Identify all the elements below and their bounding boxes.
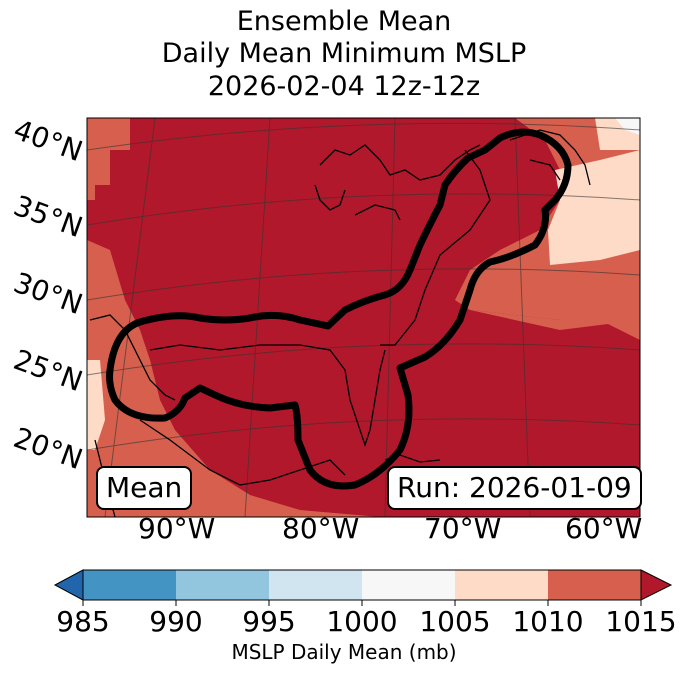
colorbar xyxy=(53,569,673,606)
mean-label-box: Mean xyxy=(96,466,193,510)
colorbar-tick-1010: 1010 xyxy=(512,605,584,638)
lon-label-90w: 90°W xyxy=(138,512,216,545)
map-frame xyxy=(86,117,641,518)
lon-label-70w: 70°W xyxy=(424,512,502,545)
pressure-region-northeast-pale xyxy=(548,150,640,265)
colorbar-tick-995: 995 xyxy=(242,605,296,638)
colorbar-tick-1000: 1000 xyxy=(326,605,398,638)
colorbar-bin-990-995 xyxy=(176,570,269,600)
pressure-region-east xyxy=(470,310,640,330)
pressure-region-west-pale xyxy=(87,360,105,450)
pressure-region-far-northeast-white xyxy=(615,118,640,135)
colorbar-extend-high xyxy=(640,569,673,601)
pressure-region-southwest xyxy=(87,240,380,517)
colorbar-bin-1000-1005 xyxy=(362,570,455,600)
colorbar-bin-1005-1010 xyxy=(455,570,548,600)
lon-label-80w: 80°W xyxy=(282,512,360,545)
pressure-contour-outline xyxy=(106,128,572,490)
colorbar-extend-low xyxy=(53,569,84,601)
title-line-3: 2026-02-04 12z-12z xyxy=(207,71,481,102)
colorbar-bin-995-1000 xyxy=(269,570,362,600)
colorbar-tick-985: 985 xyxy=(56,605,110,638)
lon-label-60w: 60°W xyxy=(565,512,643,545)
pressure-region-west xyxy=(87,118,130,200)
title-line-1: Ensemble Mean xyxy=(236,6,452,37)
title-line-2: Daily Mean Minimum MSLP xyxy=(161,38,527,69)
colorbar-bin-1010-1015 xyxy=(548,570,641,600)
colorbar-tick-1015: 1015 xyxy=(605,605,677,638)
run-date-box: Run: 2026-01-09 xyxy=(387,466,642,510)
colorbar-tick-1005: 1005 xyxy=(419,605,491,638)
colorbar-label: MSLP Daily Mean (mb) xyxy=(231,640,457,664)
colorbar-bin-985-990 xyxy=(83,570,176,600)
colorbar-tick-990: 990 xyxy=(149,605,203,638)
